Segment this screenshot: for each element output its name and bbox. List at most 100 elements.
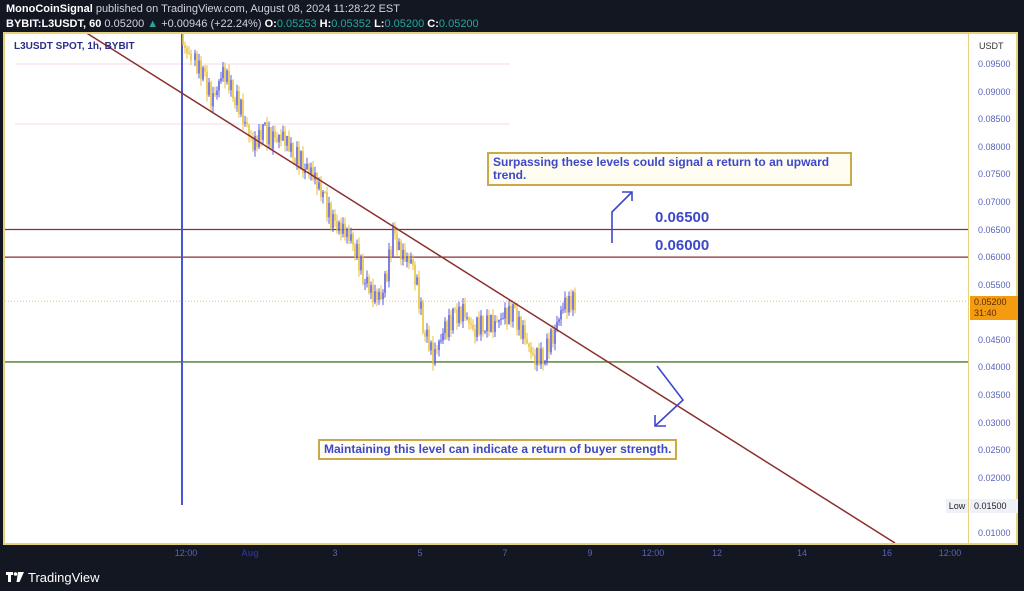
candle-body	[520, 316, 522, 339]
lower-annotation-note[interactable]: Maintaining this level can indicate a re…	[318, 439, 678, 460]
price-tick: 0.09000	[978, 86, 1011, 97]
candle-body	[292, 143, 294, 158]
candle-body	[314, 172, 316, 180]
tradingview-brand[interactable]: TradingView	[28, 570, 100, 585]
candle-body	[308, 163, 310, 175]
down-arrow-icon[interactable]	[654, 365, 685, 427]
chart-pane[interactable]: L3USDT SPOT, 1h, BYBIT Surpassing these …	[3, 32, 1018, 558]
current-price-value: 0.05200	[974, 297, 1007, 307]
candle-body	[358, 243, 360, 271]
open-label: O:	[264, 18, 277, 30]
up-arrow-icon[interactable]	[611, 191, 633, 243]
price-axis[interactable]: USDT 0.05200 31:40 0.01500 0.09500 0.0900…	[968, 34, 1018, 543]
candle-body	[548, 338, 550, 353]
price-tick: 0.04500	[978, 334, 1011, 345]
candle-body	[200, 60, 202, 80]
candle-body	[570, 295, 572, 310]
candle-body	[300, 151, 302, 169]
author-name[interactable]: MonoCoinSignal	[6, 3, 93, 15]
candle-body	[246, 122, 248, 125]
candle-body	[332, 214, 334, 229]
candle-body	[316, 172, 318, 189]
descending-trendline[interactable]	[85, 34, 896, 543]
candle-body	[436, 349, 438, 351]
candle-body	[216, 90, 218, 96]
candle-body	[460, 306, 462, 322]
upper-annotation-note[interactable]: Surpassing these levels could signal a r…	[487, 152, 852, 186]
tradingview-logo-icon	[6, 570, 24, 585]
price-tick: 0.06000	[978, 252, 1011, 263]
candle-body	[508, 305, 510, 325]
candle-body	[448, 315, 450, 338]
currency-unit: USDT	[979, 41, 1004, 51]
candle-body	[536, 348, 538, 365]
time-tick: Aug	[241, 548, 259, 558]
candle-body	[348, 229, 350, 241]
candle-body	[244, 122, 246, 124]
candle-body	[368, 276, 370, 293]
candle-body	[376, 291, 378, 300]
symbol-interval: BYBIT:L3USDT, 60	[6, 18, 102, 30]
candle-body	[510, 305, 512, 322]
candle-body	[482, 315, 484, 332]
candle-body	[442, 333, 444, 341]
candle-body	[554, 329, 556, 344]
candle-body	[540, 348, 542, 365]
candle-body	[516, 308, 518, 330]
low-marker-label: Low	[946, 499, 968, 513]
candle-body	[390, 249, 392, 257]
candle-body	[220, 78, 222, 82]
symbol-legend: L3USDT SPOT, 1h, BYBIT	[14, 41, 135, 52]
candle-body	[340, 222, 342, 234]
candle-body	[478, 317, 480, 335]
candle-body	[360, 257, 362, 271]
time-tick: 5	[417, 548, 423, 558]
candle-body	[188, 52, 190, 54]
candle-body	[212, 93, 214, 107]
candle-body	[208, 82, 210, 96]
candle-body	[438, 341, 440, 351]
candle-body	[526, 338, 528, 344]
published-text: published on TradingView.com, August 08,…	[92, 3, 400, 15]
candle-body	[260, 130, 262, 140]
candle-body	[532, 353, 534, 355]
candle-body	[210, 82, 212, 107]
candle-body	[426, 329, 428, 337]
candle-body	[432, 342, 434, 365]
time-tick: 3	[332, 548, 338, 558]
high-value: 0.05352	[331, 18, 372, 30]
level-label-0060: 0.06000	[655, 237, 710, 254]
candle-body	[392, 225, 394, 257]
candle-body	[422, 301, 424, 333]
candle-body	[252, 137, 254, 151]
candle-body	[202, 67, 204, 80]
candle-body	[324, 191, 326, 193]
level-label-0065: 0.06500	[655, 209, 710, 226]
candle-body	[414, 264, 416, 285]
candle-body	[384, 273, 386, 293]
candle-body	[372, 285, 374, 303]
candle-body	[522, 325, 524, 339]
candle-body	[194, 53, 196, 61]
candle-body	[378, 291, 380, 300]
price-plot[interactable]	[5, 34, 968, 543]
candle-body	[424, 332, 426, 337]
publish-line: MonoCoinSignal published on TradingView.…	[6, 2, 479, 17]
candle-body	[262, 124, 264, 140]
candle-body	[232, 80, 234, 99]
candle-body	[472, 324, 474, 330]
candle-body	[396, 233, 398, 251]
candle-body	[388, 249, 390, 282]
low-label: L:	[374, 18, 385, 30]
last-price: 0.05200	[104, 18, 145, 30]
price-tick: 0.01000	[978, 528, 1011, 538]
candle-body	[198, 60, 200, 74]
candle-body	[342, 223, 344, 234]
candle-body	[234, 98, 236, 106]
candle-body	[506, 307, 508, 325]
candle-body	[572, 292, 574, 295]
time-tick: 14	[796, 548, 808, 558]
change-up-arrow-icon: ▲	[147, 18, 159, 30]
candle-body	[466, 317, 468, 319]
candle-body	[494, 321, 496, 333]
